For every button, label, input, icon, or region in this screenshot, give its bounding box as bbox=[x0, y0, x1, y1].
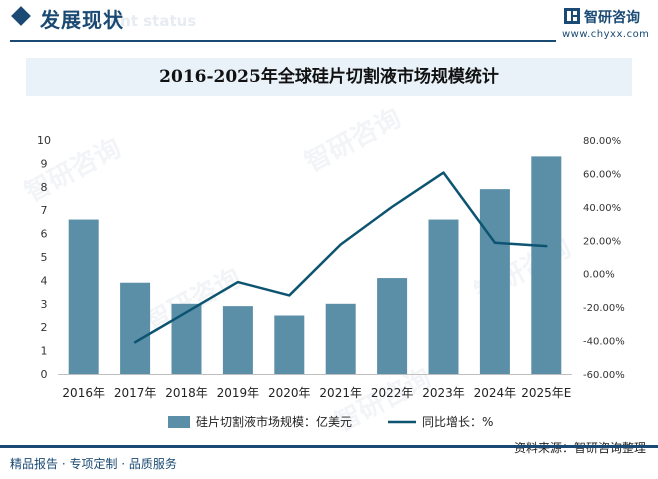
header-divider bbox=[10, 40, 556, 42]
legend-bar-swatch bbox=[168, 416, 190, 428]
footer-slogan: 精品报告 · 专项定制 · 品质服务 bbox=[10, 457, 177, 471]
y-right-tick-label: 20.00% bbox=[583, 236, 621, 247]
x-tick-label: 2021年 bbox=[319, 386, 362, 400]
y-left-tick-label: 8 bbox=[41, 181, 48, 194]
growth-line bbox=[133, 171, 548, 344]
y-left-tick-label: 2 bbox=[41, 321, 48, 334]
y-right-tick-label: -60.00% bbox=[583, 370, 625, 381]
source-note: 资料来源：智研咨询整理 bbox=[513, 441, 646, 455]
y-right-tick-label: 40.00% bbox=[583, 203, 621, 214]
bar bbox=[222, 306, 253, 374]
bar bbox=[171, 303, 202, 374]
x-tick-label: 2022年 bbox=[371, 386, 414, 400]
y-left-tick-label: 3 bbox=[41, 298, 48, 311]
x-tick-label: 2025年E bbox=[521, 386, 571, 400]
y-right-tick-label: -40.00% bbox=[583, 337, 625, 348]
footer-divider bbox=[0, 445, 658, 448]
y-left-tick-label: 6 bbox=[41, 228, 48, 241]
y-right-tick-label: 80.00% bbox=[583, 136, 621, 147]
brand-name: 智研咨询 bbox=[584, 10, 640, 26]
legend-line-label: 同比增长：% bbox=[422, 415, 493, 429]
section-title: 发展现状 bbox=[40, 8, 124, 32]
y-left-tick-label: 7 bbox=[41, 204, 48, 217]
y-left-tick-label: 5 bbox=[41, 251, 48, 264]
x-tick-label: 2020年 bbox=[268, 386, 311, 400]
chart-title: 2016-2025年全球硅片切割液市场规模统计 bbox=[159, 67, 499, 87]
brand-logo-icon bbox=[564, 8, 580, 24]
y-right-tick-label: 60.00% bbox=[583, 169, 621, 180]
y-left-tick-label: 10 bbox=[37, 134, 51, 147]
x-tick-label: 2023年 bbox=[422, 386, 465, 400]
y-right-tick-label: 0.00% bbox=[583, 270, 615, 281]
bar bbox=[274, 315, 305, 374]
legend-bar-label: 硅片切割液市场规模：亿美元 bbox=[196, 414, 352, 429]
y-left-tick-label: 0 bbox=[41, 368, 48, 381]
bar bbox=[120, 282, 151, 374]
brand-url: www.chyxx.com bbox=[562, 29, 650, 40]
chart-title-bar: 2016-2025年全球硅片切割液市场规模统计 bbox=[26, 58, 632, 96]
bar bbox=[531, 156, 562, 374]
header-ghost-text: ent status bbox=[110, 12, 197, 30]
y-right-tick-label: -20.00% bbox=[583, 303, 625, 314]
x-tick-label: 2018年 bbox=[165, 386, 208, 400]
bar bbox=[325, 303, 356, 374]
bar bbox=[377, 278, 408, 374]
x-tick-label: 2016年 bbox=[62, 386, 105, 400]
chart: 0 1 2 3 4 5 6 7 8 9 10 -60.00% -40.00% -20.00% 0.00% 20… bbox=[37, 134, 625, 429]
y-left-tick-label: 1 bbox=[41, 345, 48, 358]
y-left-tick-label: 9 bbox=[41, 157, 48, 170]
x-tick-label: 2024年 bbox=[474, 386, 517, 400]
bar bbox=[428, 219, 459, 374]
x-tick-label: 2017年 bbox=[114, 386, 157, 400]
section-header: ent status 发展现状 智研咨询 www.chyxx.com bbox=[0, 0, 658, 40]
bar bbox=[68, 219, 99, 374]
y-left-tick-label: 4 bbox=[41, 274, 48, 287]
bar bbox=[479, 189, 510, 374]
x-tick-label: 2019年 bbox=[217, 386, 260, 400]
